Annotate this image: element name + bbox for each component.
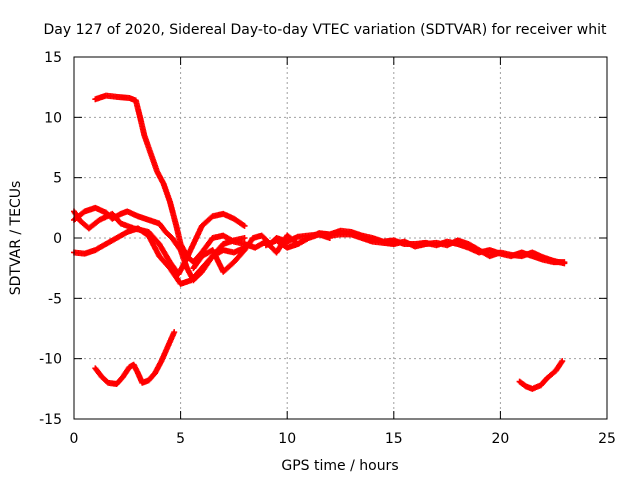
data-point <box>561 260 568 267</box>
series-track-h <box>92 329 178 388</box>
y-tick-label: 5 <box>53 171 62 187</box>
data-point <box>241 222 248 229</box>
data-points <box>71 92 568 392</box>
series-track-i <box>516 358 566 392</box>
axes: 0 5 10 15 20 25 -15 -10 -5 0 5 10 15 <box>39 50 616 447</box>
data-point <box>240 222 247 229</box>
x-tick-label: 5 <box>176 431 185 447</box>
y-tick-label: -10 <box>39 352 62 368</box>
y-tick-label: 10 <box>44 110 62 126</box>
x-axis-label: GPS time / hours <box>281 458 398 474</box>
x-tick-label: 10 <box>278 431 296 447</box>
y-tick-label: 15 <box>44 50 62 66</box>
data-point <box>559 358 566 365</box>
x-tick-label: 20 <box>491 431 509 447</box>
x-tick-label: 0 <box>70 431 79 447</box>
data-point <box>171 329 178 336</box>
y-tick-label: 0 <box>53 231 62 247</box>
y-tick-label: -15 <box>39 412 62 428</box>
x-tick-label: 25 <box>598 431 616 447</box>
chart-title: Day 127 of 2020, Sidereal Day-to-day VTE… <box>44 22 607 38</box>
series-track-c <box>71 208 248 278</box>
series-track-g <box>262 231 568 267</box>
series-track-d <box>71 225 248 287</box>
data-point <box>241 235 248 241</box>
y-axis-label: SDTVAR / TECUs <box>8 181 24 296</box>
x-tick-label: 15 <box>385 431 403 447</box>
y-tick-label: -5 <box>48 291 62 307</box>
